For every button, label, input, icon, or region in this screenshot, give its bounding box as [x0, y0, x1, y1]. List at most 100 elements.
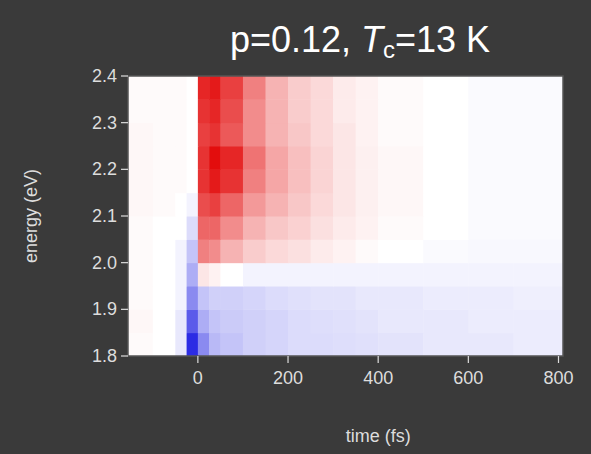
cell — [378, 286, 424, 310]
cell — [243, 263, 266, 287]
cell — [333, 286, 356, 310]
cell — [220, 99, 243, 123]
cell — [513, 146, 563, 170]
cell — [198, 286, 210, 310]
cell — [468, 263, 514, 287]
cell — [220, 169, 243, 193]
cell — [468, 216, 514, 240]
cell — [311, 123, 334, 147]
cell — [175, 286, 187, 310]
x-tick-label: 600 — [453, 368, 483, 388]
cell — [198, 333, 210, 356]
cell — [378, 216, 424, 240]
cell — [468, 146, 514, 170]
cell — [187, 216, 199, 240]
cell — [153, 263, 176, 287]
cell — [311, 333, 334, 356]
cell — [153, 286, 176, 310]
cell — [356, 286, 379, 310]
cell — [198, 239, 210, 263]
y-tick-label: 2.1 — [92, 206, 117, 226]
cell — [243, 333, 266, 356]
cell — [356, 193, 379, 217]
cell — [175, 239, 187, 263]
cell — [187, 309, 199, 333]
cell — [378, 146, 424, 170]
cell — [187, 146, 199, 170]
cell — [423, 99, 469, 123]
cell — [288, 123, 311, 147]
title-part: p=0.12, — [230, 19, 361, 60]
cell — [288, 263, 311, 287]
cell — [265, 169, 288, 193]
cell — [198, 216, 210, 240]
cell — [423, 146, 469, 170]
cell — [311, 239, 334, 263]
cell — [378, 76, 424, 100]
y-tick — [121, 309, 128, 310]
x-tick-label: 800 — [543, 368, 573, 388]
cell — [311, 286, 334, 310]
cell — [378, 193, 424, 217]
x-tick-label: 200 — [273, 368, 303, 388]
cell — [187, 333, 199, 356]
cell — [209, 263, 221, 287]
y-tick — [121, 355, 128, 356]
cell — [378, 239, 424, 263]
title-part: =13 K — [395, 19, 490, 60]
cell — [468, 333, 514, 356]
x-tick-label: 400 — [363, 368, 393, 388]
cell — [468, 309, 514, 333]
cell — [198, 123, 210, 147]
y-tick — [121, 215, 128, 216]
cell — [243, 216, 266, 240]
cell — [468, 99, 514, 123]
cell — [468, 239, 514, 263]
cell — [243, 309, 266, 333]
title-part: c — [383, 36, 395, 63]
cell — [128, 216, 153, 240]
cell — [209, 286, 221, 310]
cell — [153, 193, 176, 217]
x-axis-title: time (fs) — [346, 426, 411, 446]
cell — [468, 169, 514, 193]
cell — [153, 99, 176, 123]
cell — [288, 286, 311, 310]
cell — [187, 286, 199, 310]
cell — [423, 169, 469, 193]
cell — [153, 146, 176, 170]
cell — [243, 76, 266, 100]
x-tick-label: 0 — [193, 368, 203, 388]
cell — [198, 309, 210, 333]
y-axis-title: energy (eV) — [21, 169, 41, 263]
cell — [128, 76, 153, 100]
cell — [220, 333, 243, 356]
cell — [187, 239, 199, 263]
cell — [128, 286, 153, 310]
cell — [423, 216, 469, 240]
cell — [311, 216, 334, 240]
cell — [243, 123, 266, 147]
cell — [175, 99, 187, 123]
cell — [153, 123, 176, 147]
cell — [288, 169, 311, 193]
cell — [209, 169, 221, 193]
cell — [333, 263, 356, 287]
cell — [265, 309, 288, 333]
cell — [468, 286, 514, 310]
cell — [378, 263, 424, 287]
cell — [209, 76, 221, 100]
cell — [513, 309, 563, 333]
cell — [423, 123, 469, 147]
cell — [356, 263, 379, 287]
cell — [265, 333, 288, 356]
cell — [288, 216, 311, 240]
cell — [153, 239, 176, 263]
cell — [468, 123, 514, 147]
x-tick — [287, 356, 288, 363]
cell — [187, 169, 199, 193]
cell — [175, 123, 187, 147]
chart: 02004006008001.81.92.02.12.22.32.4time (… — [0, 0, 591, 454]
cell — [356, 146, 379, 170]
cell — [333, 216, 356, 240]
